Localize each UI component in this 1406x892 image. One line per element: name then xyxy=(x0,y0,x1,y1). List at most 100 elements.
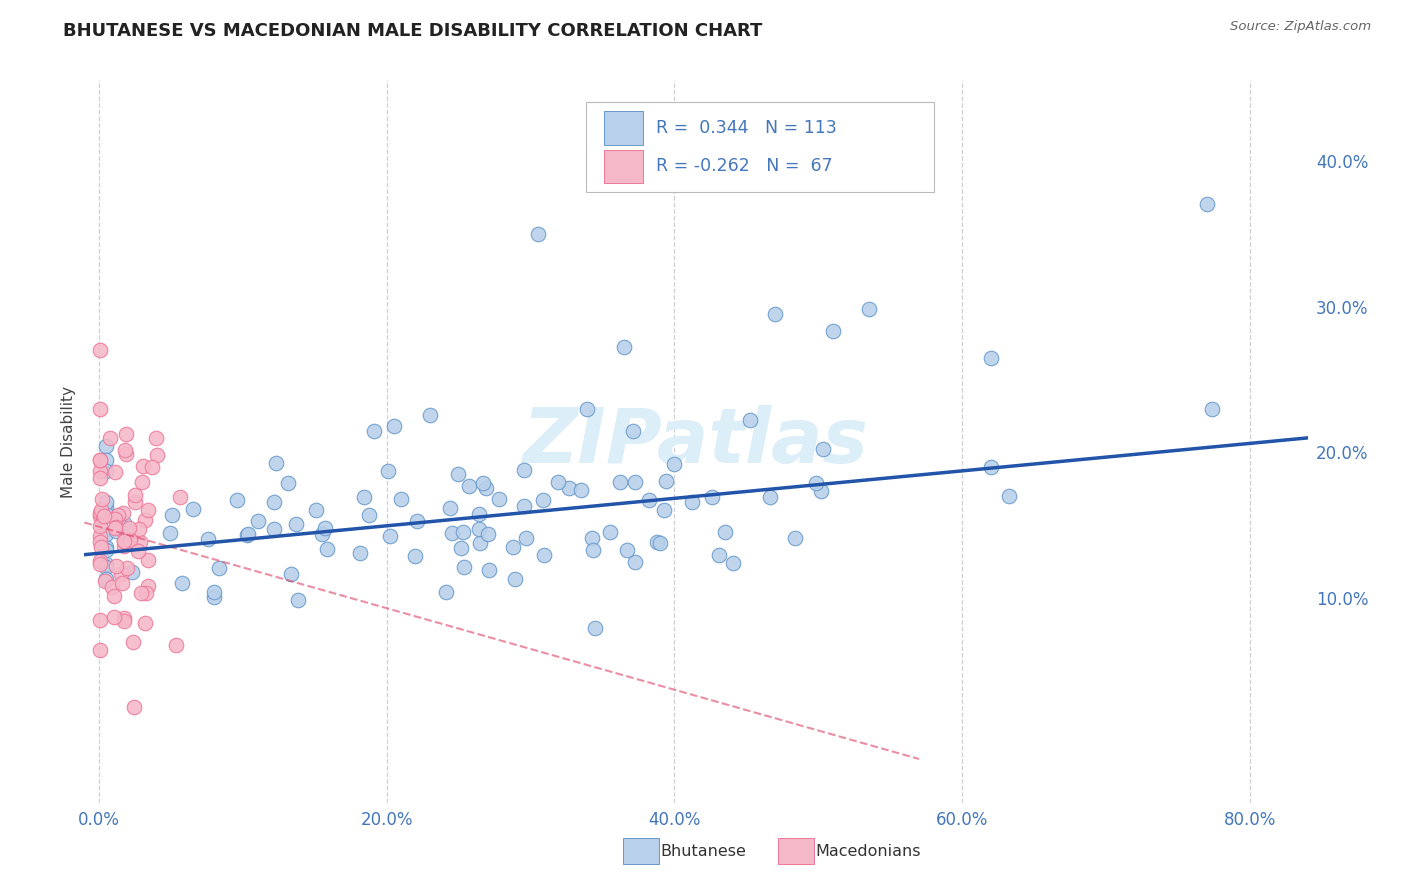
Point xyxy=(159,526,181,541)
Point xyxy=(280,566,302,581)
Point xyxy=(89,519,111,533)
Point xyxy=(114,516,136,530)
Point xyxy=(181,502,204,516)
Point xyxy=(650,536,672,550)
Point xyxy=(124,488,146,502)
Point xyxy=(621,424,644,438)
Point xyxy=(202,584,225,599)
Point xyxy=(162,508,184,522)
Point xyxy=(316,541,339,556)
Point xyxy=(136,553,159,567)
Point xyxy=(115,447,138,461)
Point xyxy=(515,531,537,545)
Point xyxy=(132,458,155,473)
Text: Macedonians: Macedonians xyxy=(815,845,921,859)
Point xyxy=(363,424,385,438)
Point xyxy=(226,493,249,508)
Point xyxy=(471,476,494,491)
Point xyxy=(311,526,333,541)
Point xyxy=(266,457,288,471)
Point xyxy=(91,491,114,506)
Point xyxy=(104,465,127,479)
Point xyxy=(439,500,461,515)
Point xyxy=(117,532,139,546)
Point xyxy=(285,517,308,532)
Text: BHUTANESE VS MACEDONIAN MALE DISABILITY CORRELATION CHART: BHUTANESE VS MACEDONIAN MALE DISABILITY … xyxy=(63,22,762,40)
Point xyxy=(128,522,150,536)
Point xyxy=(405,514,427,528)
Point xyxy=(94,464,117,478)
Point xyxy=(169,490,191,504)
Point xyxy=(105,520,128,534)
Point xyxy=(263,522,285,536)
Point xyxy=(89,343,111,358)
Point xyxy=(236,528,259,542)
Point xyxy=(127,544,149,558)
Text: Bhutanese: Bhutanese xyxy=(661,845,747,859)
Point xyxy=(112,534,135,549)
Point xyxy=(998,489,1021,503)
Point xyxy=(645,534,668,549)
Point xyxy=(110,567,132,582)
Point xyxy=(145,431,167,445)
Point xyxy=(353,490,375,504)
Point xyxy=(616,542,638,557)
Point xyxy=(90,502,112,516)
Point xyxy=(93,574,115,588)
Point xyxy=(389,492,412,507)
Point xyxy=(93,508,115,523)
Point xyxy=(94,540,117,554)
Point xyxy=(135,586,157,600)
Point xyxy=(980,460,1002,475)
Point xyxy=(458,479,481,493)
Point xyxy=(475,481,498,495)
Point xyxy=(858,302,880,317)
Point xyxy=(202,590,225,604)
FancyBboxPatch shape xyxy=(605,150,644,183)
Point xyxy=(124,495,146,509)
Point xyxy=(305,503,328,517)
Point xyxy=(94,560,117,574)
Point xyxy=(120,533,142,548)
FancyBboxPatch shape xyxy=(605,112,644,145)
Point xyxy=(585,621,607,635)
Point xyxy=(513,499,536,513)
Point xyxy=(89,509,111,524)
Point xyxy=(121,566,143,580)
Point xyxy=(451,524,474,539)
Point xyxy=(103,590,125,604)
Point xyxy=(314,521,336,535)
Point xyxy=(558,481,581,495)
Point xyxy=(165,638,187,652)
Text: R =  0.344   N = 113: R = 0.344 N = 113 xyxy=(655,119,837,137)
Point xyxy=(531,493,554,508)
Point xyxy=(89,613,111,627)
Point xyxy=(136,503,159,517)
Point xyxy=(115,561,138,575)
Point xyxy=(118,521,141,535)
Point xyxy=(105,524,128,538)
Point xyxy=(1195,197,1218,211)
Point xyxy=(94,439,117,453)
Point xyxy=(453,559,475,574)
Point xyxy=(785,531,807,545)
Point xyxy=(104,559,127,574)
Point xyxy=(467,522,489,536)
Point xyxy=(582,542,605,557)
Point xyxy=(122,634,145,648)
Point xyxy=(89,402,111,417)
Point xyxy=(624,475,647,490)
Point xyxy=(94,504,117,518)
Point xyxy=(569,483,592,497)
Point xyxy=(277,476,299,491)
Point xyxy=(811,442,834,457)
Point xyxy=(707,548,730,562)
Point xyxy=(763,307,786,321)
Point xyxy=(533,548,555,562)
Point xyxy=(134,616,156,631)
Point xyxy=(806,475,828,490)
Point xyxy=(576,401,599,416)
Point xyxy=(287,593,309,607)
Point xyxy=(450,541,472,555)
Point xyxy=(547,475,569,489)
